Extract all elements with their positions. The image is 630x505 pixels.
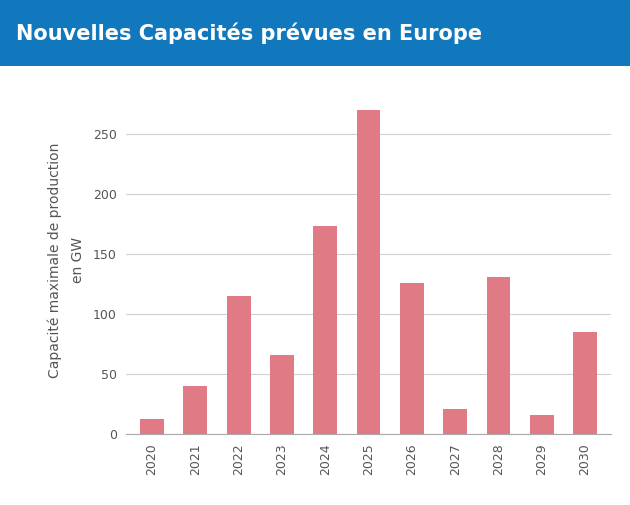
Y-axis label: Capacité maximale de production
en GW: Capacité maximale de production en GW [47, 142, 85, 378]
Bar [270, 355, 294, 434]
Bar [140, 419, 164, 434]
Bar [400, 283, 424, 434]
Bar [486, 277, 510, 434]
Bar [444, 409, 467, 434]
Bar [573, 332, 597, 434]
Bar [227, 296, 251, 434]
Text: Nouvelles Capacités prévues en Europe: Nouvelles Capacités prévues en Europe [16, 22, 482, 43]
Bar [357, 110, 381, 434]
Bar [313, 226, 337, 434]
Bar [530, 415, 554, 434]
Bar [183, 386, 207, 434]
